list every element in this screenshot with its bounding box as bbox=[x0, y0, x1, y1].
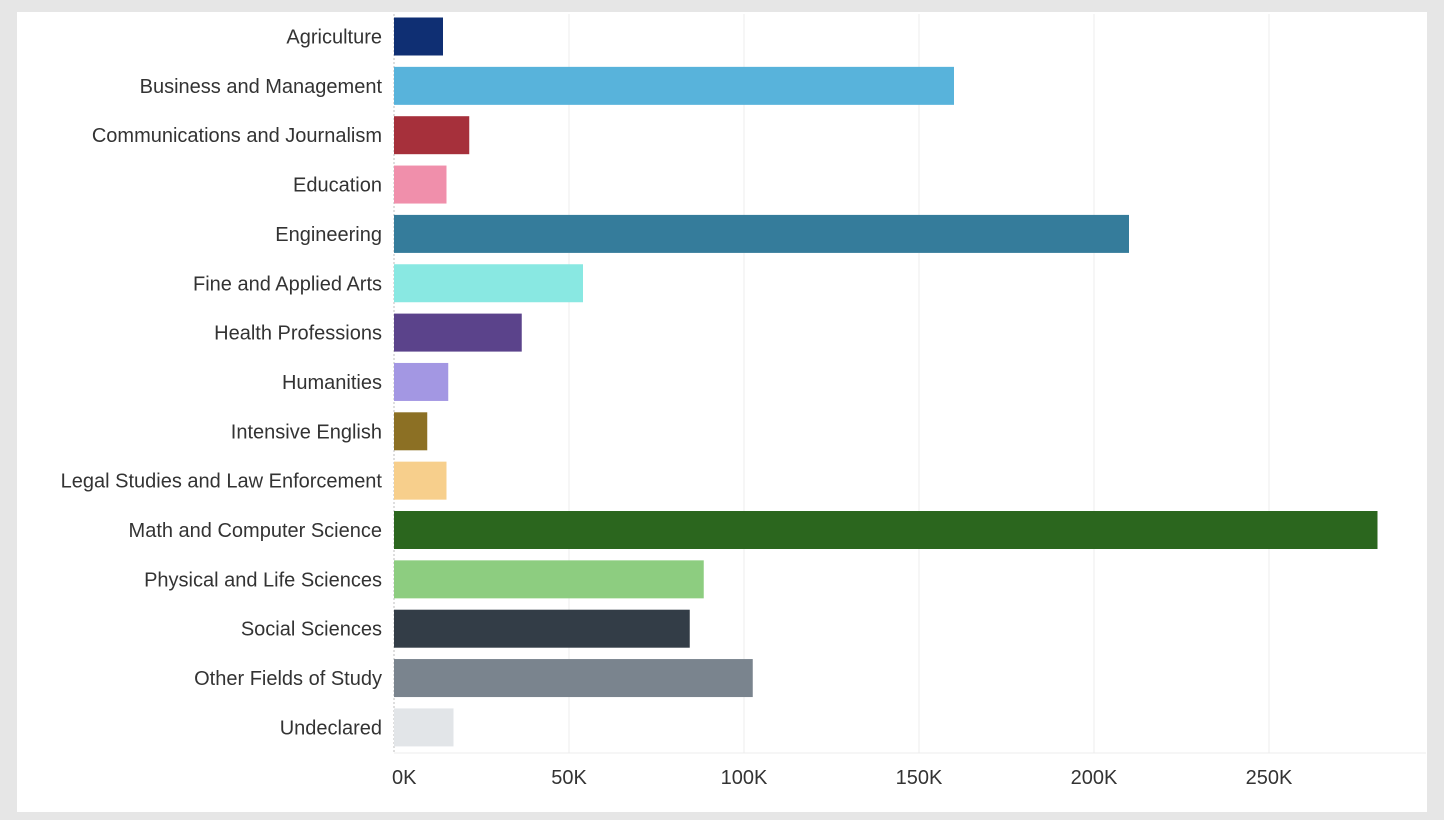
x-tick-label: 0K bbox=[392, 767, 417, 789]
category-label: Health Professions bbox=[214, 323, 382, 345]
category-label: Agriculture bbox=[286, 27, 382, 49]
category-label: Math and Computer Science bbox=[129, 520, 382, 542]
x-tick-label: 250K bbox=[1246, 767, 1293, 789]
bar[interactable] bbox=[394, 17, 443, 56]
category-label: Business and Management bbox=[140, 76, 383, 98]
category-label: Intensive English bbox=[231, 421, 382, 443]
bar[interactable] bbox=[394, 560, 704, 599]
category-labels: Agriculture Business and Management Commun… bbox=[61, 27, 383, 740]
x-tick-label: 200K bbox=[1071, 767, 1118, 789]
x-axis-ticks: 0K 50K 100K 150K 200K 250K bbox=[392, 767, 1293, 789]
category-label: Physical and Life Sciences bbox=[144, 569, 382, 591]
x-tick-label: 50K bbox=[551, 767, 587, 789]
category-label: Communications and Journalism bbox=[92, 125, 382, 147]
bar[interactable] bbox=[394, 609, 690, 648]
bar[interactable] bbox=[394, 66, 954, 105]
bar[interactable] bbox=[394, 461, 447, 500]
category-label: Education bbox=[293, 175, 382, 197]
bar[interactable] bbox=[394, 116, 470, 155]
category-label: Engineering bbox=[275, 224, 382, 246]
x-tick-label: 150K bbox=[896, 767, 943, 789]
bar[interactable] bbox=[394, 659, 753, 698]
category-label: Other Fields of Study bbox=[194, 668, 382, 690]
bar[interactable] bbox=[394, 264, 583, 303]
category-label: Humanities bbox=[282, 372, 382, 394]
category-label: Undeclared bbox=[280, 717, 382, 739]
category-label: Legal Studies and Law Enforcement bbox=[61, 471, 383, 493]
bar[interactable] bbox=[394, 165, 447, 204]
bar[interactable] bbox=[394, 412, 428, 451]
bar[interactable] bbox=[394, 362, 449, 401]
bar[interactable] bbox=[394, 708, 454, 747]
bar-layer bbox=[394, 17, 1378, 747]
x-tick-label: 100K bbox=[721, 767, 768, 789]
category-label: Fine and Applied Arts bbox=[193, 273, 382, 295]
category-label: Social Sciences bbox=[241, 619, 382, 641]
bar[interactable] bbox=[394, 511, 1378, 549]
bar[interactable] bbox=[394, 313, 522, 352]
bar[interactable] bbox=[394, 214, 1129, 253]
